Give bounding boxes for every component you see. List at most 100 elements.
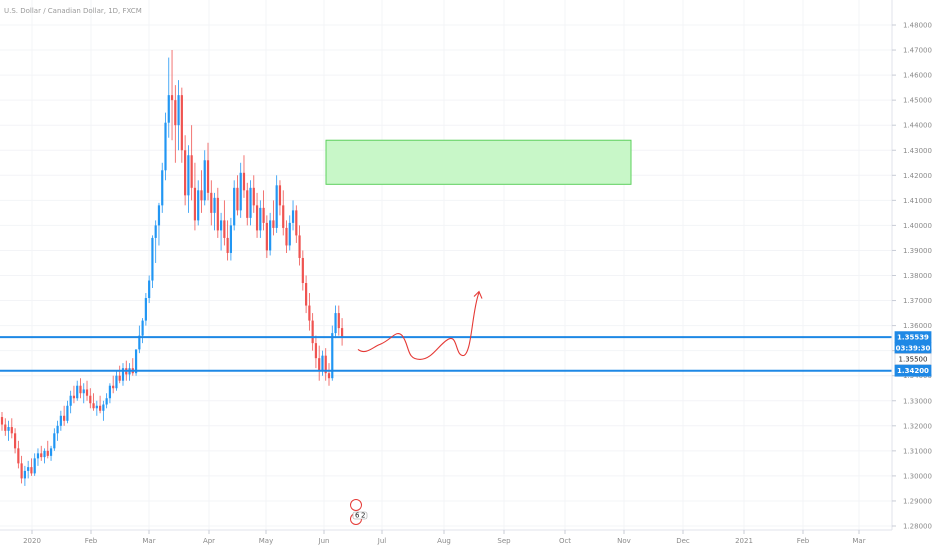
- candle-body: [69, 395, 72, 406]
- candle-body: [246, 190, 249, 218]
- candle: [102, 400, 105, 421]
- candle: [13, 428, 17, 454]
- horizontal-lines[interactable]: [0, 336, 892, 372]
- candle-body: [174, 100, 177, 126]
- candle-body: [203, 160, 206, 201]
- candle-body: [170, 95, 174, 101]
- price-axis[interactable]: 1.28000 1.29000 1.30000 1.31000 1.32000 1.330…: [892, 22, 932, 531]
- candle: [311, 313, 314, 351]
- candle-body: [154, 225, 157, 238]
- candle: [89, 388, 92, 409]
- x-tick-label: Jun: [318, 537, 330, 545]
- y-tick-label: 1.28000: [903, 523, 932, 531]
- candle-body: [27, 467, 30, 471]
- candle: [327, 363, 331, 386]
- candle-body: [10, 427, 13, 434]
- candle-body: [164, 122, 167, 171]
- candle: [252, 175, 255, 213]
- candle: [249, 180, 252, 226]
- candle-body: [115, 375, 118, 389]
- candle: [308, 293, 311, 331]
- candle: [216, 187, 219, 238]
- candle-body: [213, 197, 216, 213]
- candle-body: [197, 190, 200, 221]
- candle: [17, 440, 20, 469]
- candle: [144, 293, 147, 326]
- y-tick-label: 1.41000: [903, 197, 932, 205]
- candle-body: [249, 187, 252, 218]
- event-count-box: [352, 511, 368, 520]
- y-tick-label: 1.39000: [903, 247, 932, 255]
- candle-body: [112, 385, 115, 389]
- candle-body: [141, 320, 144, 336]
- candle-body: [105, 398, 108, 405]
- candle: [154, 220, 157, 263]
- candle-body: [242, 172, 246, 191]
- candle: [246, 182, 249, 226]
- candle-body: [167, 95, 170, 123]
- candle: [206, 142, 210, 201]
- candle: [151, 235, 154, 289]
- candle: [184, 135, 187, 206]
- candle: [337, 305, 340, 336]
- target-zone[interactable]: [325, 139, 632, 185]
- candle: [138, 325, 141, 354]
- candle: [128, 363, 131, 381]
- x-tick-label: Feb: [85, 537, 98, 545]
- candle: [164, 112, 167, 181]
- event-count: 6: [355, 512, 360, 520]
- candle-body: [33, 458, 36, 474]
- candle-body: [99, 405, 102, 411]
- y-tick-label: 1.46000: [903, 72, 932, 80]
- candle-body: [49, 448, 53, 456]
- candle: [233, 180, 236, 231]
- candle-body: [157, 205, 161, 226]
- event-count: 2: [361, 512, 365, 520]
- candles: [0, 50, 344, 486]
- y-tick-label: 1.30000: [903, 472, 932, 480]
- candle-body: [118, 375, 121, 381]
- candle: [27, 460, 30, 479]
- candle: [69, 390, 72, 414]
- candle: [242, 155, 246, 198]
- y-tick-label: 1.31000: [903, 447, 932, 455]
- candle-body: [4, 424, 7, 431]
- candle: [118, 365, 121, 384]
- candle-body: [282, 205, 285, 228]
- y-tick-label: 1.43000: [903, 147, 932, 155]
- x-tick-label: Aug: [437, 537, 451, 545]
- candle-body: [285, 227, 288, 246]
- candle: [324, 348, 327, 381]
- candle: [180, 87, 183, 163]
- candle-body: [187, 155, 190, 196]
- candle: [95, 400, 98, 416]
- candle-body: [151, 237, 154, 281]
- candle-body: [59, 415, 62, 426]
- candle: [56, 420, 59, 441]
- candle-body: [85, 389, 89, 396]
- candle: [121, 363, 125, 386]
- time-axis[interactable]: 2020 Feb Mar Apr May Jun Jul Aug Sep Oct Nov Dec 202…: [23, 530, 866, 545]
- candle-body: [295, 210, 298, 236]
- candle: [265, 215, 268, 258]
- projection-path[interactable]: [357, 292, 480, 360]
- chart-title: U.S. Dollar / Canadian Dollar, 1D, FXCM: [4, 7, 142, 15]
- candle: [259, 200, 262, 238]
- candle-body: [327, 373, 331, 379]
- price-tag: 1.35500: [894, 353, 932, 366]
- candle: [30, 458, 33, 476]
- x-tick-label: 2021: [735, 537, 753, 545]
- candle-body: [184, 150, 187, 196]
- candle-body: [180, 95, 183, 151]
- candle-body: [206, 160, 210, 193]
- candle: [105, 393, 108, 409]
- candle-body: [13, 433, 17, 449]
- candle: [295, 205, 298, 243]
- candle-body: [255, 205, 259, 231]
- candle: [285, 220, 288, 253]
- candle: [112, 375, 115, 394]
- price-tag-box: [894, 364, 932, 377]
- x-tick-label: Sep: [497, 537, 511, 545]
